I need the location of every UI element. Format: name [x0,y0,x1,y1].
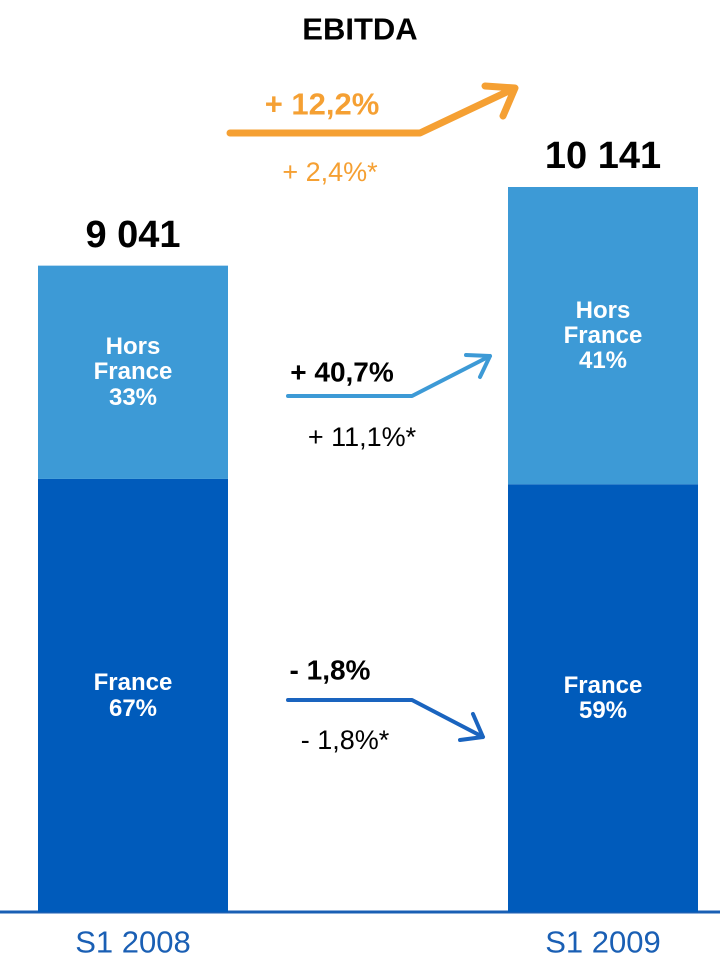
bar-segment [38,265,228,479]
value-label: 33% [108,383,158,411]
value-label: 67% [108,694,158,722]
total-label: 9 041 [85,213,181,256]
bar-segment [38,478,228,912]
series-name: France [93,669,173,697]
segment-label: Hors France 33% [68,333,198,411]
segment-label: France 67% [68,669,198,722]
total-label: 10 141 [544,135,662,178]
value-label: 41% [578,347,628,375]
annotation-sub: - 1,8%* [300,724,390,755]
bar-segment [508,187,698,485]
arrow [286,353,492,398]
arrow [226,82,519,137]
x-tick-label: S1 2008 [75,924,191,960]
annotation: - 1,8% [289,654,371,686]
annotation: + 12,2% [264,86,380,122]
series-name: Hors France [93,333,173,386]
x-tick-label: S1 2009 [545,924,661,960]
bar-segment [508,484,698,912]
series-name: Hors France [563,296,643,350]
value-label: 59% [578,697,628,725]
annotation-sub: + 2,4%* [282,156,378,187]
series-name: France [563,671,643,699]
chart-title: EBITDA [302,11,418,47]
segment-label: France 59% [538,671,668,725]
annotation: + 40,7% [290,356,394,388]
arrow [286,698,485,742]
segment-label: Hors France 41% [538,298,668,374]
annotation-sub: + 11,1%* [307,421,417,452]
